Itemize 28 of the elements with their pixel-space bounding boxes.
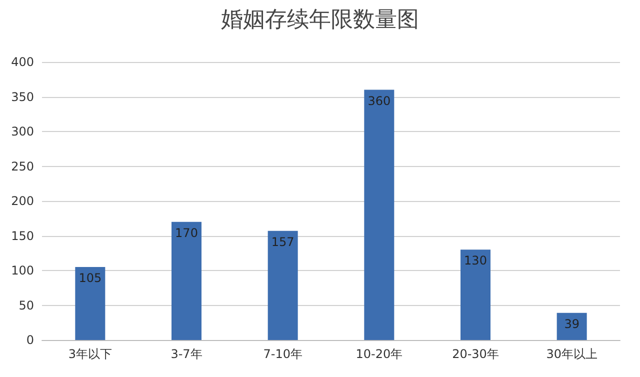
bar xyxy=(75,267,106,340)
x-tick-label: 10-20年 xyxy=(356,347,403,361)
data-label: 105 xyxy=(78,271,102,286)
x-tick-label: 7-10年 xyxy=(263,347,302,361)
data-label: 130 xyxy=(464,254,487,268)
bar xyxy=(364,90,394,340)
y-tick-label: 100 xyxy=(11,264,34,278)
y-tick-label: 400 xyxy=(11,55,34,69)
y-tick-label: 250 xyxy=(11,159,34,174)
x-tick-label: 20-30年 xyxy=(452,347,499,361)
y-tick-label: 350 xyxy=(11,90,34,104)
y-tick-label: 300 xyxy=(11,124,34,138)
bar xyxy=(172,222,202,340)
data-label: 39 xyxy=(564,316,580,331)
y-tick-label: 0 xyxy=(26,333,34,347)
data-label: 157 xyxy=(271,234,294,249)
bar xyxy=(460,250,490,340)
bar xyxy=(268,230,298,340)
x-tick-label: 3-7年 xyxy=(170,347,202,361)
chart-title: 婚姻存续年限数量图 xyxy=(221,8,419,32)
x-tick-label: 30年以上 xyxy=(546,347,598,361)
bar xyxy=(556,312,587,340)
y-tick-label: 150 xyxy=(11,228,34,243)
y-tick-label: 50 xyxy=(18,298,34,312)
x-tick-label: 3年以下 xyxy=(68,347,112,361)
y-tick-label: 200 xyxy=(11,194,34,208)
data-label: 170 xyxy=(175,226,198,240)
data-label: 360 xyxy=(368,94,391,108)
